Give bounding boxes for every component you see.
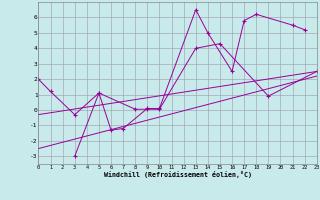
X-axis label: Windchill (Refroidissement éolien,°C): Windchill (Refroidissement éolien,°C) [104,171,252,178]
